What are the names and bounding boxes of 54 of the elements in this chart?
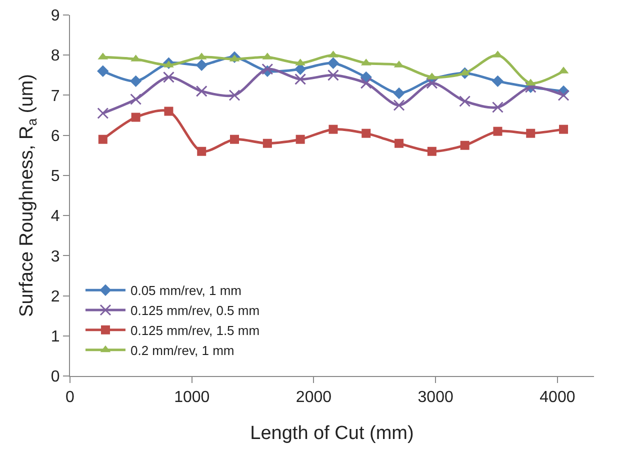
y-tick-label: 0 — [50, 368, 60, 386]
point — [327, 57, 340, 69]
y-tick-label: 5 — [50, 168, 60, 186]
point — [97, 108, 109, 120]
point — [230, 134, 240, 144]
y-tick-label: 3 — [50, 248, 60, 266]
x-axis-title: Length of Cut (mm) — [250, 423, 414, 444]
legend-label: 0.2 mm/rev, 1 mm — [130, 342, 234, 358]
point — [98, 134, 108, 144]
x-tick-label: 0 — [66, 389, 75, 406]
point — [130, 93, 142, 105]
x-tick-label: 1000 — [174, 389, 210, 406]
y-tick-label: 2 — [50, 288, 60, 306]
point — [460, 140, 470, 150]
point — [492, 75, 504, 88]
y-tick-label: 7 — [50, 88, 60, 105]
point — [558, 89, 570, 101]
y-tick-label: 8 — [50, 48, 60, 65]
point — [459, 95, 471, 107]
point — [228, 89, 240, 101]
point — [164, 106, 174, 116]
point — [362, 128, 371, 138]
x-tick-label: 3000 — [418, 389, 454, 406]
x-tick-label: 2000 — [296, 389, 332, 406]
point — [426, 77, 438, 89]
point — [394, 138, 404, 148]
legend-label: 0.05 mm/rev, 1 mm — [130, 283, 242, 298]
point — [294, 73, 306, 85]
point — [526, 128, 536, 138]
legend-label: 0.125 mm/rev, 0.5 mm — [130, 303, 260, 318]
point — [328, 124, 338, 134]
point — [97, 65, 109, 78]
point — [559, 124, 568, 134]
y-tick-label: 4 — [50, 208, 60, 226]
point — [360, 77, 372, 89]
point — [393, 87, 405, 100]
point — [493, 126, 502, 136]
legend-label: 0.125 mm/rev, 1.5 mm — [130, 322, 260, 338]
point — [393, 100, 405, 111]
point — [130, 75, 142, 88]
point — [196, 59, 208, 71]
y-tick-label: 6 — [50, 128, 60, 145]
point — [197, 146, 206, 156]
x-tick-label: 4000 — [540, 389, 576, 406]
point — [492, 102, 504, 114]
y-tick-label: 9 — [50, 8, 60, 25]
point — [427, 146, 436, 156]
point — [262, 138, 272, 148]
y-tick-label: 1 — [50, 328, 60, 346]
point — [327, 69, 339, 81]
point — [131, 112, 140, 122]
point — [296, 134, 305, 144]
point — [162, 71, 174, 83]
point — [196, 85, 208, 97]
